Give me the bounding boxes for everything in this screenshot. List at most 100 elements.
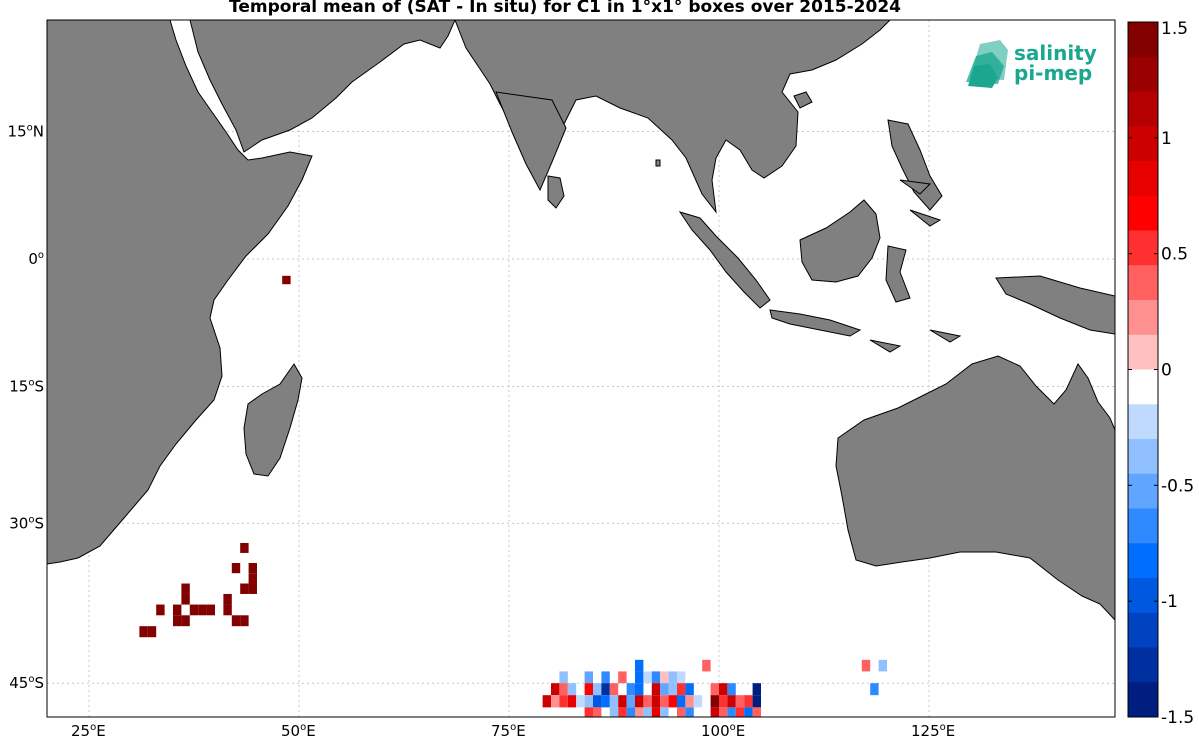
colorbar-tick-label-1: 1 bbox=[1161, 129, 1172, 149]
data-cell bbox=[576, 720, 584, 733]
data-cell bbox=[727, 683, 736, 696]
data-cell bbox=[761, 720, 769, 733]
data-cell bbox=[643, 732, 651, 740]
data-cell bbox=[643, 695, 652, 708]
data-cell bbox=[778, 720, 786, 733]
data-cell bbox=[248, 573, 257, 584]
data-cell bbox=[744, 707, 753, 717]
data-cell bbox=[173, 615, 182, 627]
data-cell bbox=[240, 615, 249, 627]
data-cell bbox=[828, 720, 836, 733]
data-cell bbox=[181, 583, 190, 594]
data-cell bbox=[567, 695, 577, 708]
africa-landmass bbox=[47, 20, 313, 565]
java bbox=[769, 309, 862, 337]
data-cell bbox=[862, 732, 870, 740]
data-cell bbox=[837, 732, 845, 740]
data-cell bbox=[618, 671, 627, 684]
australia bbox=[835, 355, 1115, 621]
data-cell bbox=[685, 720, 693, 733]
data-cell bbox=[559, 671, 568, 684]
colorbar-segment bbox=[1128, 161, 1158, 197]
data-cell bbox=[752, 695, 761, 708]
data-cell bbox=[618, 695, 627, 708]
data-cell bbox=[576, 732, 584, 740]
data-cell bbox=[240, 583, 249, 594]
colorbar-segment bbox=[1128, 56, 1158, 92]
data-cell bbox=[685, 707, 694, 717]
data-cell bbox=[668, 695, 677, 708]
colorbar-segment bbox=[1128, 195, 1158, 231]
data-cell bbox=[660, 671, 669, 684]
data-cell bbox=[576, 695, 585, 708]
colorbar-segment bbox=[1128, 543, 1158, 579]
colorbar bbox=[1127, 21, 1159, 718]
data-cell bbox=[156, 604, 165, 616]
sumatra bbox=[678, 211, 771, 309]
data-cell bbox=[651, 695, 661, 708]
data-cell bbox=[626, 683, 635, 696]
colorbar-tick-label-5: -1 bbox=[1161, 592, 1178, 612]
data-cell bbox=[660, 732, 668, 740]
y-tick-label-1: 0o bbox=[28, 250, 44, 268]
colorbar-tick-label-4: -0.5 bbox=[1161, 476, 1194, 496]
colorbar-segment bbox=[1128, 300, 1158, 336]
data-cell bbox=[147, 626, 157, 638]
india-peninsula bbox=[495, 91, 567, 192]
colorbar-segment bbox=[1128, 473, 1158, 509]
data-cell bbox=[702, 659, 711, 672]
data-cell bbox=[651, 683, 661, 696]
data-cell bbox=[862, 720, 870, 733]
philippines bbox=[887, 119, 943, 211]
x-tick-label-1: 50oE bbox=[281, 722, 316, 740]
data-cell bbox=[660, 720, 668, 733]
data-cell bbox=[727, 695, 736, 708]
colorbar-segment bbox=[1128, 230, 1158, 266]
data-cell bbox=[677, 695, 686, 708]
data-cell bbox=[593, 707, 602, 717]
data-cell bbox=[803, 732, 811, 740]
logo-text-line1: salinity bbox=[1014, 41, 1097, 65]
data-cell bbox=[719, 695, 728, 708]
x-tick-label-4: 125oE bbox=[911, 722, 955, 740]
data-cell bbox=[551, 732, 559, 740]
data-cell bbox=[769, 732, 777, 740]
sri-lanka bbox=[547, 175, 565, 209]
map-frame bbox=[46, 19, 1116, 718]
data-cell bbox=[668, 683, 677, 696]
colorbar-segment bbox=[1128, 91, 1158, 127]
colorbar-ticks: 1.5 1 0.5 0 -0.5 -1 -1.5 bbox=[1128, 19, 1194, 728]
data-cell bbox=[669, 732, 677, 740]
data-cell bbox=[568, 732, 576, 740]
data-cell bbox=[240, 542, 249, 553]
data-cell bbox=[626, 707, 635, 717]
data-cell bbox=[173, 604, 182, 616]
data-cell bbox=[727, 707, 736, 717]
data-cell bbox=[677, 707, 686, 717]
data-cell bbox=[744, 720, 752, 733]
data-cell bbox=[601, 695, 610, 708]
y-axis-labels: 15oN 0o 15oS 30oS 45oS bbox=[8, 123, 44, 693]
data-cell bbox=[719, 707, 728, 717]
data-cell bbox=[635, 732, 643, 740]
colorbar-segment bbox=[1128, 22, 1158, 58]
data-cell bbox=[660, 695, 669, 708]
data-cell bbox=[585, 732, 593, 740]
data-cell bbox=[752, 683, 761, 696]
logo-text-line2: pi-mep bbox=[1014, 61, 1092, 85]
data-cell bbox=[651, 707, 661, 717]
data-cell bbox=[668, 671, 677, 684]
data-cell bbox=[693, 695, 703, 708]
data-cell bbox=[861, 659, 871, 672]
data-cell bbox=[635, 659, 644, 672]
data-cell bbox=[231, 563, 241, 574]
data-cell bbox=[601, 720, 609, 733]
colorbar-segment bbox=[1128, 404, 1158, 440]
data-cell bbox=[652, 732, 660, 740]
colorbar-tick-label-3: 0 bbox=[1161, 361, 1172, 381]
data-cell bbox=[181, 615, 190, 627]
colorbar-segment bbox=[1128, 682, 1158, 718]
data-cell bbox=[601, 683, 610, 696]
data-cell bbox=[627, 720, 635, 733]
data-cell bbox=[660, 683, 669, 696]
